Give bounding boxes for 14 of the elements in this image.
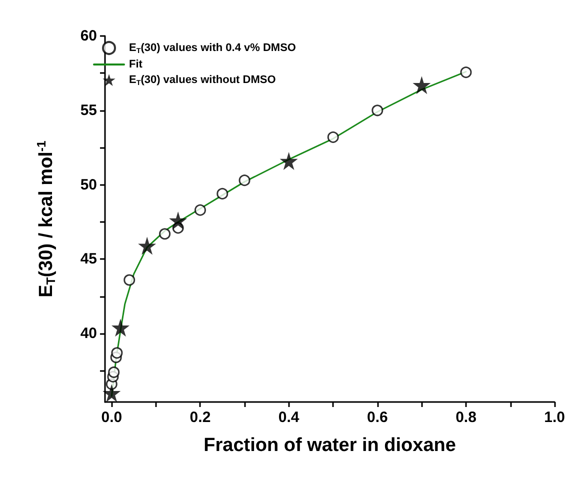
x-tick-label: 1.0	[544, 409, 566, 426]
x-axis-title: Fraction of water in dioxane	[204, 435, 456, 456]
x-tick-label: 0.8	[456, 409, 476, 426]
x-tick-label: 0.0	[101, 409, 122, 426]
y-axis-title: ET(30) / kcal mol-1	[34, 140, 58, 298]
y-tick-label: 40	[80, 325, 97, 342]
y-tick-label: 55	[80, 102, 97, 119]
x-tick-label: 0.2	[190, 409, 211, 426]
legend-label: Fit	[129, 58, 143, 70]
y-tick-label: 50	[80, 176, 97, 194]
x-tick-label: 0.4	[278, 409, 300, 426]
y-tick-label: 45	[80, 250, 97, 268]
y-tick-label: 60	[80, 28, 97, 44]
x-tick-label: 0.6	[366, 409, 388, 426]
